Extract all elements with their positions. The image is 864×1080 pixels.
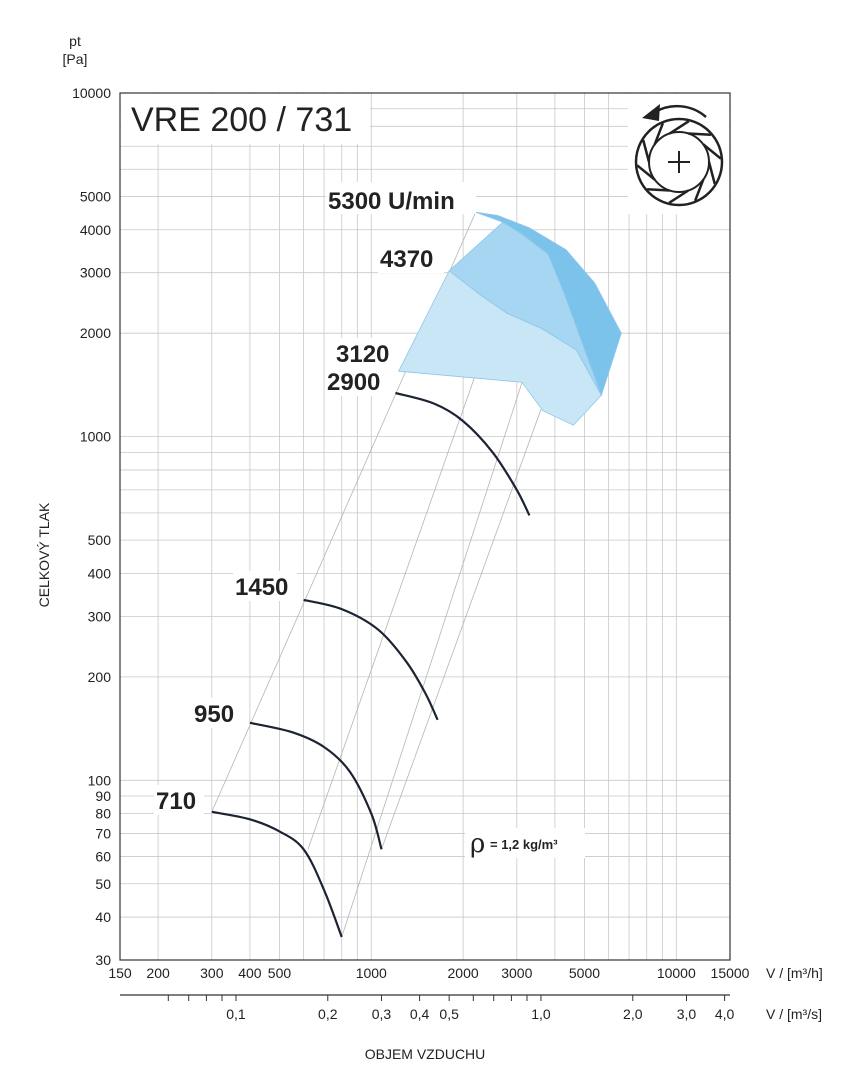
y-tick-label: 90 [95,788,111,804]
x-tick-label: 5000 [569,965,600,981]
fan-impeller-icon [628,94,729,214]
x2-tick-label: 0,5 [439,1006,459,1022]
x-unit-m3s: V / [m³/s] [766,1006,822,1022]
x2-tick-label: 0,4 [410,1006,430,1022]
impeller-blade [668,189,689,204]
x2-tick-label: 0,1 [226,1006,246,1022]
x-axis-title: OBJEM VZDUCHU [365,1046,486,1062]
x-tick-label: 3000 [501,965,532,981]
x-unit-m3h: V / [m³/h] [766,965,823,981]
impeller-blade [693,179,705,202]
chart-title: VRE 200 / 731 [131,101,352,139]
x-tick-label: 1000 [356,965,387,981]
x2-tick-label: 3,0 [677,1006,697,1022]
impeller-blade [636,164,656,181]
y-tick-label: 2000 [80,325,111,341]
title-background [121,94,370,144]
x-tick-label: 300 [200,965,224,981]
impeller-blade [653,122,665,145]
y-tick-label: 10000 [72,85,111,101]
x2-tick-label: 1,0 [531,1006,551,1022]
plot-frame [119,92,731,961]
x-tick-label: 2000 [448,965,479,981]
region-5300 [475,211,622,397]
label-bg-5300 [326,182,476,214]
impeller-blade [702,143,722,160]
secondary-axis-ticks: 0,1 0,2 0,3 0,4 0,5 1,0 2,0 3,0 4,0 [167,995,735,1022]
x-tick-label: 400 [238,965,262,981]
label-bg-3120 [334,338,398,368]
fan-curve-2900 [395,391,531,516]
label-bg-1450 [233,571,297,601]
y-tick-label: 100 [88,772,112,788]
x2-tick-label: 0,2 [318,1006,338,1022]
y-tick-label: 3000 [80,265,111,281]
speed-label-950: 950 [194,701,234,728]
y-axis-title: CELKOVÝ TLAK [36,502,52,607]
x-tick-label: 150 [108,965,132,981]
x2-tick-label: 4,0 [715,1006,735,1022]
y-tick-label: 40 [95,909,111,925]
fan-curves [211,391,531,938]
y-tick-label: 80 [95,806,111,822]
impeller-blade [688,132,711,136]
y-unit-symbol: pt [69,33,81,49]
x2-tick-label: 2,0 [623,1006,643,1022]
label-bg-710 [154,785,204,815]
x-tick-label: 200 [146,965,170,981]
label-bg-2900 [325,366,391,396]
fan-curve-710 [211,810,343,938]
x-tick-label: 15000 [711,965,750,981]
shaded-speed-regions [398,211,622,426]
y-tick-label: 30 [95,952,111,968]
speed-label-3120: 3120 [336,341,389,368]
label-bg-950 [192,698,242,728]
label-bg-4370 [378,243,444,273]
speed-label-4370: 4370 [380,246,433,273]
y-tick-label: 200 [88,669,112,685]
impeller-blade [707,161,717,185]
y-tick-label: 70 [95,826,111,842]
x-tick-label: 500 [268,965,292,981]
impeller-blade [641,139,651,163]
speed-label-710: 710 [156,788,196,815]
y-tick-label: 500 [88,532,112,548]
speed-label-2900: 2900 [327,369,380,396]
y-tick-label: 50 [95,876,111,892]
fan-curve-950 [249,721,383,850]
impeller-blade [647,188,670,192]
speed-label-1450: 1450 [235,574,288,601]
impeller-blade [669,120,690,135]
density-bg [465,828,585,858]
x2-tick-label: 0,3 [372,1006,392,1022]
guide-line [381,409,542,850]
y-tick-label: 400 [88,565,112,581]
grid [120,93,730,960]
y-tick-label: 60 [95,849,111,865]
y-tick-label: 4000 [80,222,111,238]
y-tick-label: 5000 [80,188,111,204]
x-tick-label: 10000 [657,965,696,981]
fan-curve-1450 [303,598,439,721]
y-unit: [Pa] [63,51,88,67]
y-tick-label: 1000 [80,429,111,445]
y-tick-label: 300 [88,608,112,624]
speed-label-5300: 5300 U/min [328,188,455,215]
rotation-arrow-icon [642,104,707,121]
density-value: = 1,2 kg/m³ [490,837,558,852]
density-symbol: ρ [470,829,485,859]
